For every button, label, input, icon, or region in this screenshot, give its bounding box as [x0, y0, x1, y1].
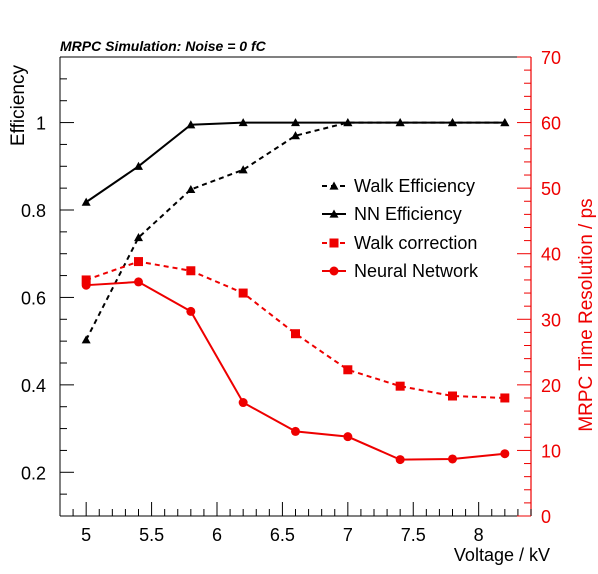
data-point	[81, 335, 91, 344]
data-point	[500, 393, 510, 403]
legend-label: NN Efficiency	[354, 204, 462, 224]
y-right-tick-label: 30	[541, 310, 561, 330]
y-left-tick-label: 0.6	[21, 288, 46, 308]
x-tick-label: 6.5	[270, 525, 295, 545]
data-point	[186, 266, 196, 276]
y-right-tick-label: 70	[541, 48, 561, 68]
data-point	[395, 455, 405, 465]
x-tick-label: 5.5	[139, 525, 164, 545]
y-right-tick-label: 0	[541, 507, 551, 527]
y-axis-right-label: MRPC Time Resolution / ps	[576, 198, 597, 431]
legend-marker	[329, 238, 339, 248]
y-right-tick-label: 40	[541, 245, 561, 265]
x-tick-label: 7	[343, 525, 353, 545]
data-point	[291, 118, 300, 127]
y-left-tick-label: 1	[36, 114, 46, 134]
data-point	[343, 432, 353, 442]
legend-marker	[329, 181, 339, 190]
data-point	[291, 131, 300, 140]
data-point	[238, 288, 248, 298]
data-point	[134, 277, 143, 287]
data-point	[448, 118, 457, 127]
x-tick-label: 8	[474, 525, 484, 545]
data-point	[81, 197, 91, 206]
series-3	[81, 277, 510, 465]
data-point	[81, 275, 91, 285]
axis-ticks: 5 5.5 6 6.5 7 7.5 80.20.40.60.8101020304050607…	[21, 48, 561, 545]
data-point	[238, 165, 248, 174]
data-point	[81, 280, 91, 290]
series-2	[81, 257, 510, 403]
series-0	[81, 118, 510, 344]
series-1	[81, 118, 510, 206]
y-right-tick-label: 20	[541, 376, 561, 396]
series-line	[85, 121, 505, 341]
x-tick-label: 7.5	[401, 525, 426, 545]
legend-label: Walk correction	[354, 233, 477, 253]
chart-title: MRPC Simulation: Noise = 0 fC	[60, 38, 267, 54]
data-point	[343, 118, 353, 127]
legend-marker	[329, 209, 339, 218]
data-point	[134, 233, 143, 242]
y-right-tick-label: 50	[541, 179, 561, 199]
y-left-tick-label: 0.4	[21, 376, 46, 396]
y-right-tick-label: 10	[541, 441, 561, 461]
series-group	[81, 118, 510, 465]
x-tick-label: 6	[212, 525, 222, 545]
x-axis-label: Voltage / kV	[454, 545, 550, 565]
series-line	[85, 260, 505, 399]
x-tick-label: 5	[81, 525, 91, 545]
legend-marker	[329, 266, 339, 276]
legend-label: Walk Efficiency	[354, 176, 475, 196]
data-point	[448, 454, 457, 464]
data-point	[500, 449, 510, 459]
data-point	[395, 381, 405, 391]
legend: Walk Efficiency NN Efficiency Walk correct…	[322, 176, 479, 281]
data-point	[186, 120, 196, 129]
data-point	[395, 118, 405, 127]
data-point	[448, 391, 457, 401]
legend-label: Neural Network	[354, 261, 479, 281]
y-left-tick-label: 0.2	[21, 463, 46, 483]
data-point	[343, 365, 353, 375]
y-left-tick-label: 0.8	[21, 201, 46, 221]
data-point	[186, 184, 196, 194]
data-point	[291, 329, 300, 339]
data-point	[238, 118, 248, 127]
data-point	[134, 161, 143, 170]
data-point	[291, 426, 300, 436]
data-point	[238, 398, 248, 408]
data-point	[134, 257, 143, 267]
data-point	[186, 306, 196, 316]
y-right-tick-label: 60	[541, 114, 561, 134]
y-axis-left-label: Efficiency	[8, 65, 29, 146]
data-point	[500, 118, 510, 127]
